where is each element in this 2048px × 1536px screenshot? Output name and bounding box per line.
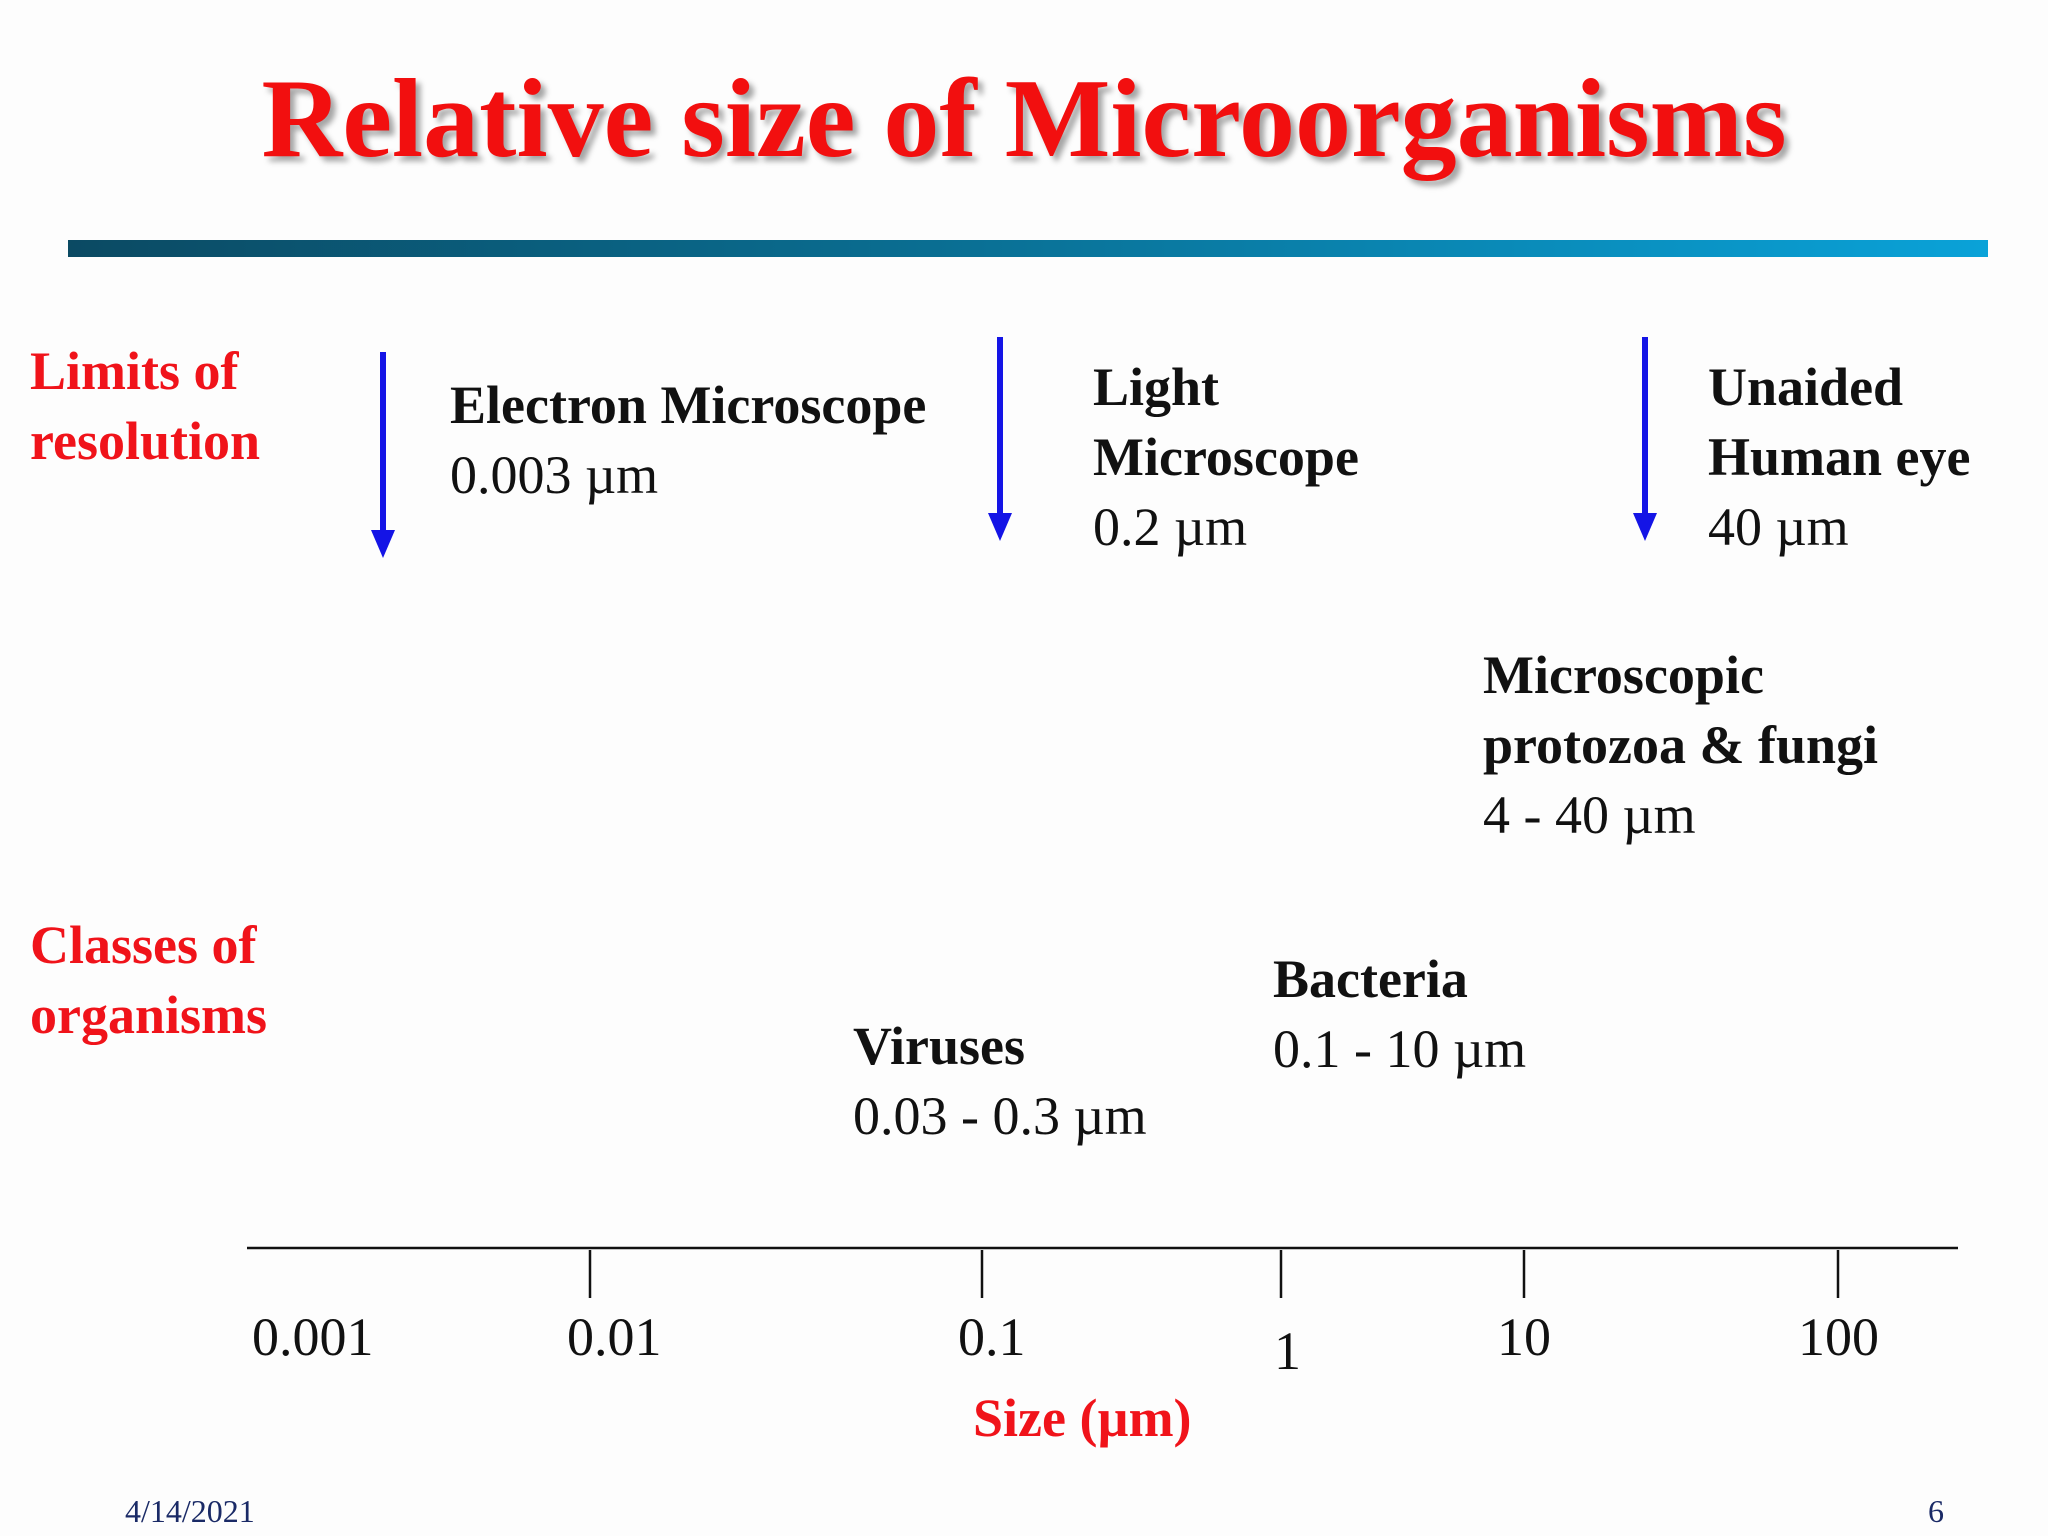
axis-title: Size (µm) [973,1388,1192,1448]
protozoa-name-line-2: protozoa & fungi [1483,715,1879,775]
tick-label-0.1: 0.1 [958,1307,1026,1367]
human-eye-name-line-2: Human eye [1708,427,1971,487]
classes-label-line-1: Classes of [30,915,257,975]
human-eye-entry: Unaided Human eye 40 µm [1708,352,1971,562]
tick-label-1: 1 [1274,1321,1301,1381]
light-microscope-arrow-icon [988,337,1012,541]
electron-microscope-entry: Electron Microscope 0.003 µm [450,370,926,510]
tick-label-10: 10 [1497,1307,1551,1367]
light-microscope-entry: Light Microscope 0.2 µm [1093,352,1359,562]
tick-label-100: 100 [1798,1307,1879,1367]
electron-microscope-value: 0.003 µm [450,445,659,505]
limits-of-resolution-label: Limits of resolution [30,336,260,476]
tick-label-0.01: 0.01 [567,1307,662,1367]
footer-date: 4/14/2021 [125,1493,255,1529]
viruses-entry: Viruses 0.03 - 0.3 µm [853,1011,1147,1151]
tick-label-0.001: 0.001 [252,1307,374,1367]
light-microscope-value: 0.2 µm [1093,497,1248,557]
limits-label-line-1: Limits of [30,341,239,401]
bacteria-value: 0.1 - 10 µm [1273,1019,1527,1079]
classes-of-organisms-label: Classes of organisms [30,910,267,1050]
size-axis [247,1246,1958,1298]
human-eye-name-line-1: Unaided [1708,357,1904,417]
electron-microscope-arrow-icon [371,352,395,558]
bacteria-entry: Bacteria 0.1 - 10 µm [1273,944,1526,1084]
title-underline-rule [68,240,1988,257]
classes-label-line-2: organisms [30,985,268,1045]
protozoa-value: 4 - 40 µm [1483,785,1696,845]
protozoa-fungi-entry: Microscopic protozoa & fungi 4 - 40 µm [1483,640,1878,850]
limits-label-line-2: resolution [30,411,261,471]
slide-title: Relative size of Microorganisms [261,57,1787,181]
light-microscope-name-line-1: Light [1093,357,1220,417]
bacteria-name: Bacteria [1273,949,1468,1009]
viruses-value: 0.03 - 0.3 µm [853,1086,1147,1146]
light-microscope-name-line-2: Microscope [1093,427,1359,487]
viruses-name: Viruses [853,1016,1025,1076]
electron-microscope-name: Electron Microscope [450,375,927,435]
human-eye-arrow-icon [1633,337,1657,541]
human-eye-value: 40 µm [1708,497,1849,557]
slide-number: 6 [1928,1493,1944,1529]
protozoa-name-line-1: Microscopic [1483,645,1764,705]
